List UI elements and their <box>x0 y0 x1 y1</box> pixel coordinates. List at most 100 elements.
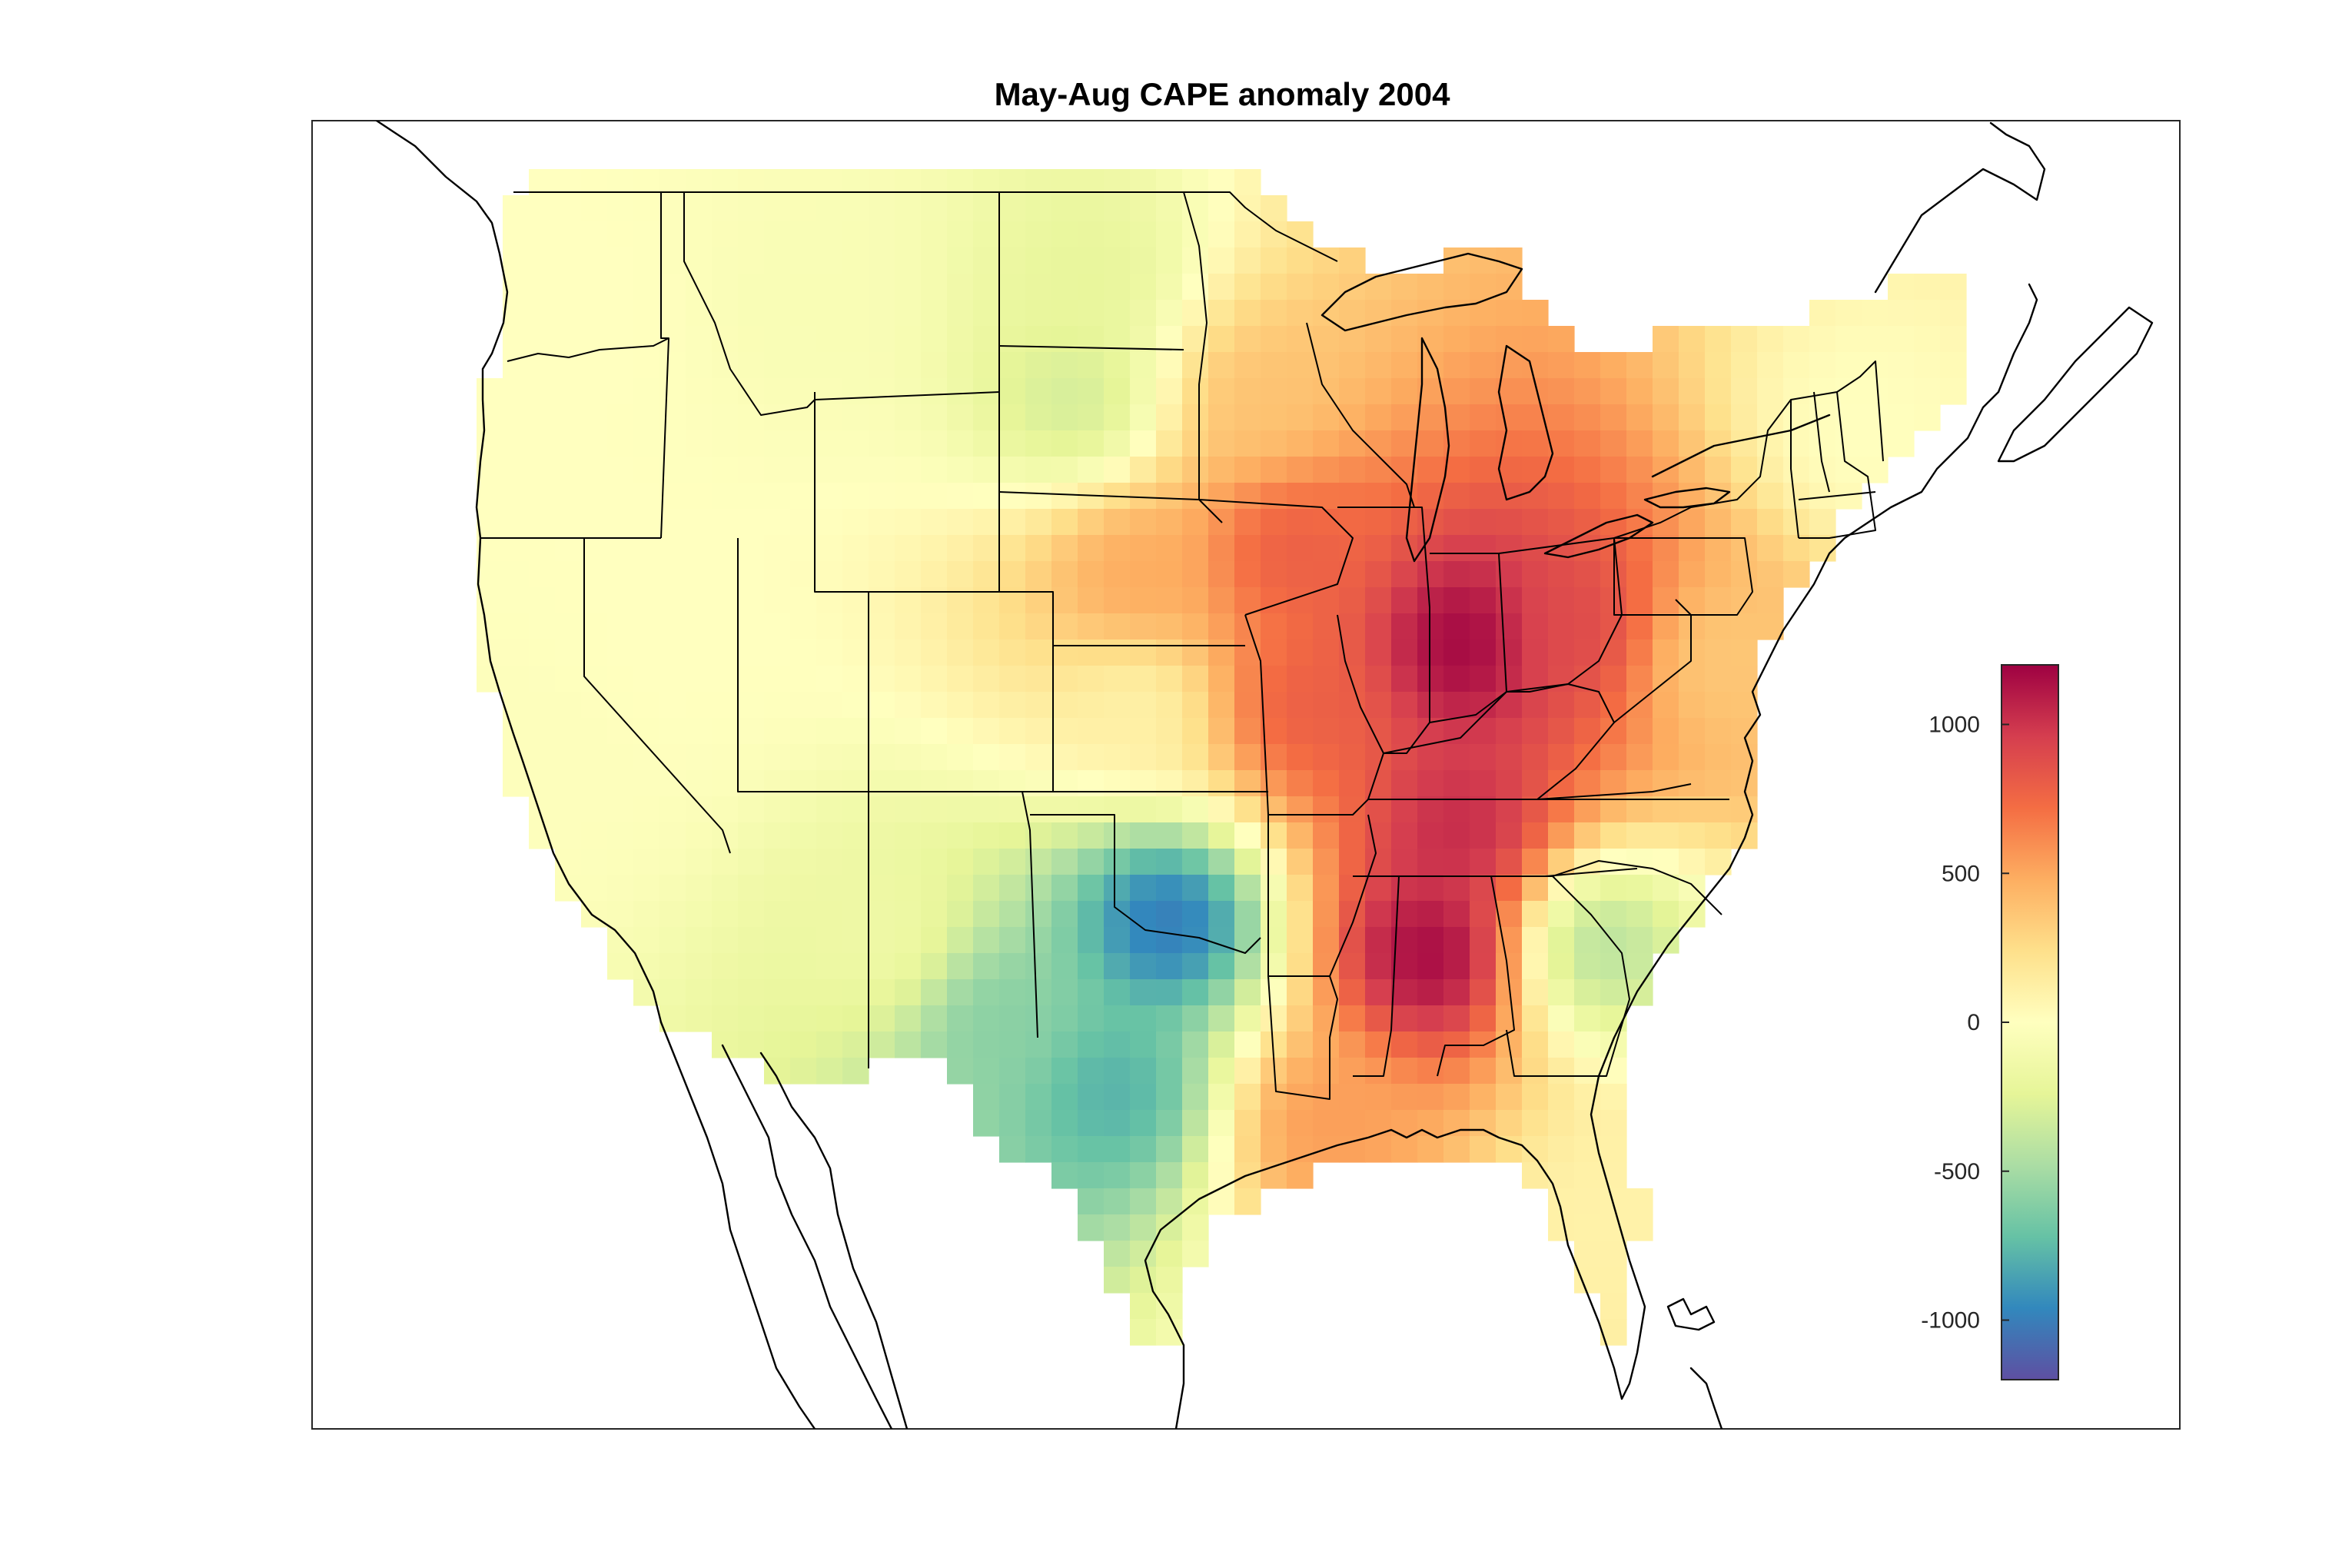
heatmap-cell <box>999 692 1026 719</box>
heatmap-cell <box>1156 1214 1183 1241</box>
heatmap-cell <box>1574 1214 1601 1241</box>
heatmap-cell <box>1234 1058 1261 1085</box>
heatmap-cell <box>1731 352 1758 379</box>
heatmap-cell <box>1025 300 1052 327</box>
heatmap-cell <box>1522 587 1549 614</box>
heatmap-cell <box>1809 326 1836 353</box>
heatmap-cell <box>529 300 556 327</box>
heatmap-cell <box>1130 404 1157 431</box>
heatmap-cell <box>1078 953 1105 980</box>
heatmap-cell <box>659 300 686 327</box>
heatmap-cell <box>1470 483 1497 510</box>
heatmap-cell <box>1287 1058 1314 1085</box>
heatmap-cell <box>816 822 843 849</box>
heatmap-cell <box>686 979 713 1006</box>
heatmap-cell <box>1496 927 1523 954</box>
heatmap-cell <box>1705 796 1732 823</box>
heatmap-cell <box>764 274 791 301</box>
heatmap-cell <box>999 901 1026 928</box>
heatmap-cell <box>1757 352 1784 379</box>
heatmap-cell <box>1600 744 1627 771</box>
heatmap-cell <box>1261 352 1287 379</box>
heatmap-cell <box>1574 901 1601 928</box>
heatmap-cell <box>1443 404 1470 431</box>
heatmap-cell <box>659 822 686 849</box>
heatmap-cell <box>1574 822 1601 849</box>
heatmap-cell <box>921 300 948 327</box>
heatmap-cell <box>1496 430 1523 457</box>
heatmap-cell <box>555 378 582 405</box>
heatmap-cell <box>973 639 1000 666</box>
heatmap-cell <box>1653 692 1679 719</box>
heatmap-cell <box>1313 483 1340 510</box>
heatmap-cell <box>712 274 739 301</box>
heatmap-cell <box>1731 822 1758 849</box>
heatmap-cell <box>555 535 582 562</box>
heatmap-cell <box>633 247 660 274</box>
heatmap-cell <box>712 875 739 902</box>
heatmap-cell <box>1130 744 1157 771</box>
heatmap-cell <box>999 300 1026 327</box>
heatmap-cell <box>1600 1267 1627 1294</box>
heatmap-cell <box>1156 849 1183 875</box>
heatmap-cell <box>1156 1058 1183 1085</box>
heatmap-cell <box>1783 483 1810 510</box>
heatmap-cell <box>581 195 608 222</box>
heatmap-cell <box>1522 849 1549 875</box>
heatmap-cell <box>1339 247 1366 274</box>
heatmap-cell <box>1051 639 1078 666</box>
heatmap-cell <box>999 247 1026 274</box>
heatmap-cell <box>1626 692 1653 719</box>
heatmap-cell <box>1653 718 1679 745</box>
heatmap-cell <box>764 849 791 875</box>
heatmap-cell <box>816 744 843 771</box>
heatmap-cell <box>1548 875 1575 902</box>
border-dakotas-mn <box>1183 191 1208 500</box>
heatmap-cell <box>555 221 582 248</box>
heatmap-cell <box>659 221 686 248</box>
heatmap-cell <box>1287 770 1314 797</box>
heatmap-cell <box>1025 561 1052 588</box>
heatmap-cell <box>842 1058 869 1085</box>
heatmap-cell <box>1522 300 1549 327</box>
heatmap-cell <box>1208 195 1235 222</box>
heatmap-cell <box>1078 587 1105 614</box>
heatmap-cell <box>712 535 739 562</box>
heatmap-cell <box>1391 770 1418 797</box>
heatmap-cell <box>973 822 1000 849</box>
heatmap-cell <box>633 169 660 196</box>
heatmap-cell <box>1705 509 1732 536</box>
heatmap-cell <box>1443 692 1470 719</box>
heatmap-cell <box>1156 822 1183 849</box>
heatmap-cell <box>921 1031 948 1058</box>
heatmap-cell <box>1051 404 1078 431</box>
heatmap-cell <box>1313 639 1340 666</box>
heatmap-cell <box>842 666 869 693</box>
heatmap-cell <box>1574 1110 1601 1137</box>
heatmap-cell <box>1051 770 1078 797</box>
heatmap-cell <box>686 587 713 614</box>
heatmap-cell <box>869 953 895 980</box>
heatmap-cell <box>1470 822 1497 849</box>
heatmap-cell <box>1679 822 1706 849</box>
heatmap-cell <box>1653 796 1679 823</box>
heatmap-cell <box>1757 587 1784 614</box>
heatmap-cell <box>1104 430 1131 457</box>
heatmap-cell <box>999 509 1026 536</box>
heatmap-cell <box>921 561 948 588</box>
heatmap-cell <box>1156 587 1183 614</box>
heatmap-cell <box>712 169 739 196</box>
heatmap-cell <box>816 979 843 1006</box>
heatmap-cell <box>790 587 817 614</box>
heatmap-cell <box>1417 1084 1444 1111</box>
heatmap-cell <box>659 483 686 510</box>
heatmap-cell <box>1156 1110 1183 1137</box>
heatmap-cell <box>973 1031 1000 1058</box>
heatmap-cell <box>947 692 974 719</box>
heatmap-cell <box>607 430 634 457</box>
heatmap-cell <box>1130 430 1157 457</box>
border-ga <box>1491 875 1630 1077</box>
heatmap-cell <box>842 849 869 875</box>
heatmap-cell <box>947 195 974 222</box>
heatmap-cell <box>1156 1031 1183 1058</box>
